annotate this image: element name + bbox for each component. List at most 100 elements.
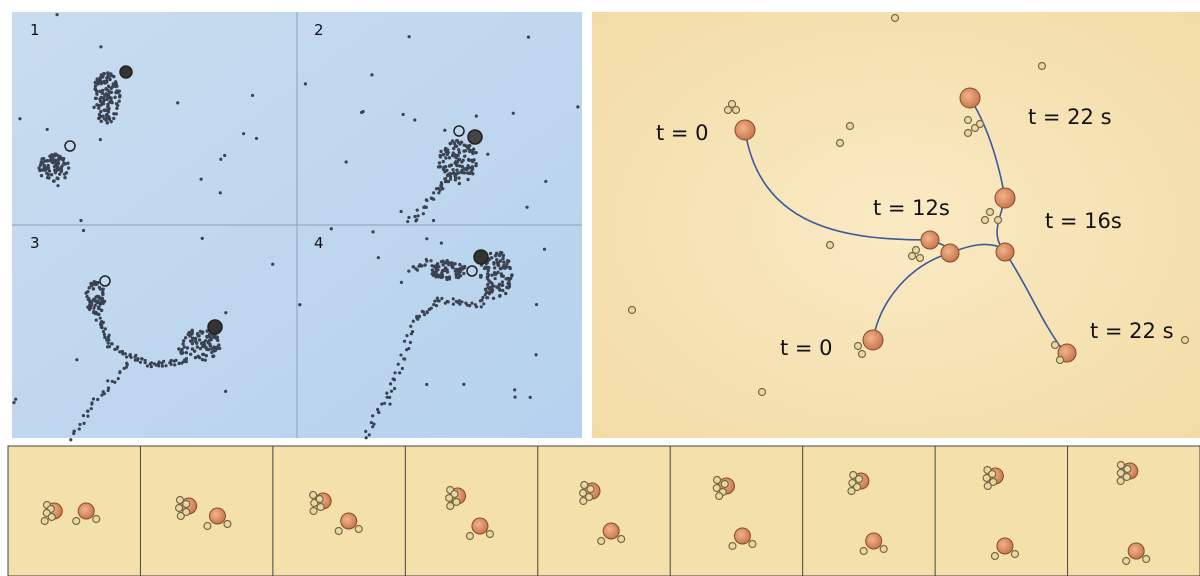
particle (100, 103, 103, 106)
particle (486, 286, 489, 289)
bead (982, 217, 989, 224)
bead (177, 513, 184, 520)
particle (393, 387, 396, 390)
particle (170, 363, 173, 366)
particle (371, 230, 374, 233)
particle (176, 101, 179, 104)
particle (456, 272, 459, 275)
particle (416, 208, 419, 211)
particle (458, 263, 461, 266)
particle (465, 144, 468, 147)
particle (87, 286, 90, 289)
particle (102, 321, 105, 324)
particle (107, 386, 110, 389)
particle (452, 303, 455, 306)
particle (438, 188, 441, 191)
particle (189, 331, 192, 334)
particle (116, 345, 119, 348)
particle (136, 359, 139, 362)
particle (506, 277, 509, 280)
particle (450, 261, 453, 264)
bead (629, 307, 636, 314)
bead (995, 217, 1002, 224)
particle (544, 180, 547, 183)
particle (93, 304, 96, 307)
particle (400, 281, 403, 284)
bead (317, 504, 324, 511)
droplet (472, 518, 488, 534)
particle (79, 219, 82, 222)
particle (443, 170, 446, 173)
particle (170, 359, 173, 362)
particle (407, 269, 410, 272)
bead (204, 523, 211, 530)
particle (67, 166, 70, 169)
particle (444, 148, 447, 151)
particle (150, 365, 153, 368)
particle (115, 107, 118, 110)
particle (510, 273, 513, 276)
particle (195, 342, 198, 345)
bead (598, 538, 605, 545)
particle (458, 158, 461, 161)
particle (18, 117, 21, 120)
particle (445, 278, 448, 281)
particle (506, 259, 509, 262)
particle (372, 423, 375, 426)
particle (451, 266, 454, 269)
particle (435, 304, 438, 307)
particle (432, 271, 435, 274)
particle (421, 310, 424, 313)
frame-label: 2 (314, 21, 324, 39)
bead (759, 389, 766, 396)
particle (449, 175, 452, 178)
bead (859, 351, 866, 358)
bead (1039, 63, 1046, 70)
particle (209, 344, 212, 347)
particle (103, 333, 106, 336)
bead (580, 498, 587, 505)
particle (498, 294, 501, 297)
particle (513, 395, 516, 398)
particle (457, 176, 460, 179)
particle (474, 151, 477, 154)
particle (429, 259, 432, 262)
bead (310, 492, 317, 499)
particle (470, 166, 473, 169)
particle (94, 97, 97, 100)
particle (86, 290, 89, 293)
bead (48, 514, 55, 521)
bead (729, 101, 736, 108)
particle (466, 171, 469, 174)
particle (93, 280, 96, 283)
particle (37, 166, 40, 169)
bead (880, 546, 887, 553)
time-label: t = 22 s (1090, 319, 1174, 343)
particle (199, 347, 202, 350)
particle (211, 355, 214, 358)
particle (442, 166, 445, 169)
particle (402, 113, 405, 116)
bead (1057, 357, 1064, 364)
particle (412, 320, 415, 323)
particle (453, 142, 456, 145)
particle (529, 396, 532, 399)
bead (355, 526, 362, 533)
particle (368, 433, 371, 436)
particle (107, 341, 110, 344)
particle (452, 172, 455, 175)
particle (377, 256, 380, 259)
particle (224, 311, 227, 314)
particle (104, 327, 107, 330)
particle (376, 408, 379, 411)
particle (201, 237, 204, 240)
particle (415, 316, 418, 319)
bead (176, 505, 183, 512)
particle (107, 76, 110, 79)
particle (201, 353, 204, 356)
particle (435, 273, 438, 276)
particle (271, 263, 274, 266)
bead (987, 209, 994, 216)
particle (103, 117, 106, 120)
particle (205, 335, 208, 338)
